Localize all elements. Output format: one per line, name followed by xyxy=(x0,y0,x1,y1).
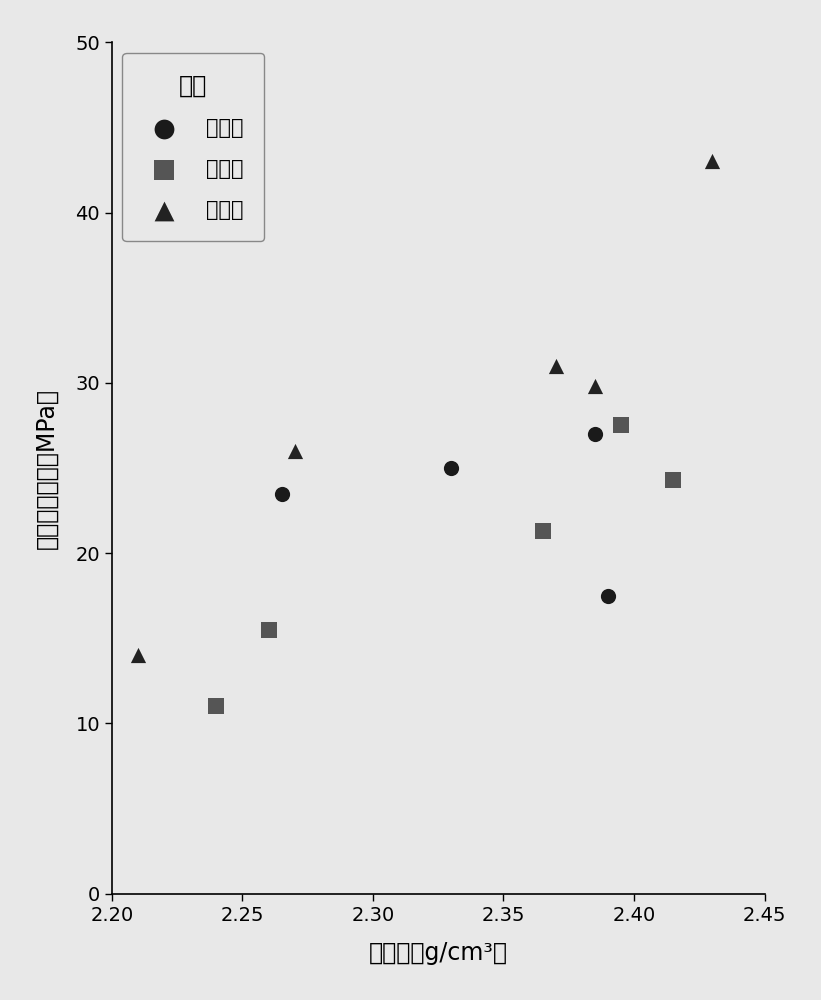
乙酸馒 xyxy=(288,443,301,459)
氯化馒 xyxy=(275,486,288,502)
乙酸馒 xyxy=(706,153,719,169)
氯化馒 xyxy=(445,460,458,476)
乙酸馒 xyxy=(131,647,144,663)
Y-axis label: 单轴抗压强度（MPa）: 单轴抗压强度（MPa） xyxy=(34,388,59,549)
硒酸馒 xyxy=(667,472,680,488)
氯化馒 xyxy=(589,426,602,442)
氯化馒 xyxy=(601,588,614,604)
乙酸馒 xyxy=(589,378,602,394)
Legend: 氯化馒, 硒酸馒, 乙酸馒: 氯化馒, 硒酸馒, 乙酸馒 xyxy=(122,53,264,241)
X-axis label: 干密度（g/cm³）: 干密度（g/cm³） xyxy=(369,941,507,965)
硒酸馒 xyxy=(614,417,627,433)
乙酸馒 xyxy=(549,358,562,374)
硒酸馒 xyxy=(210,698,223,714)
硒酸馒 xyxy=(536,523,549,539)
硒酸馒 xyxy=(262,622,275,638)
